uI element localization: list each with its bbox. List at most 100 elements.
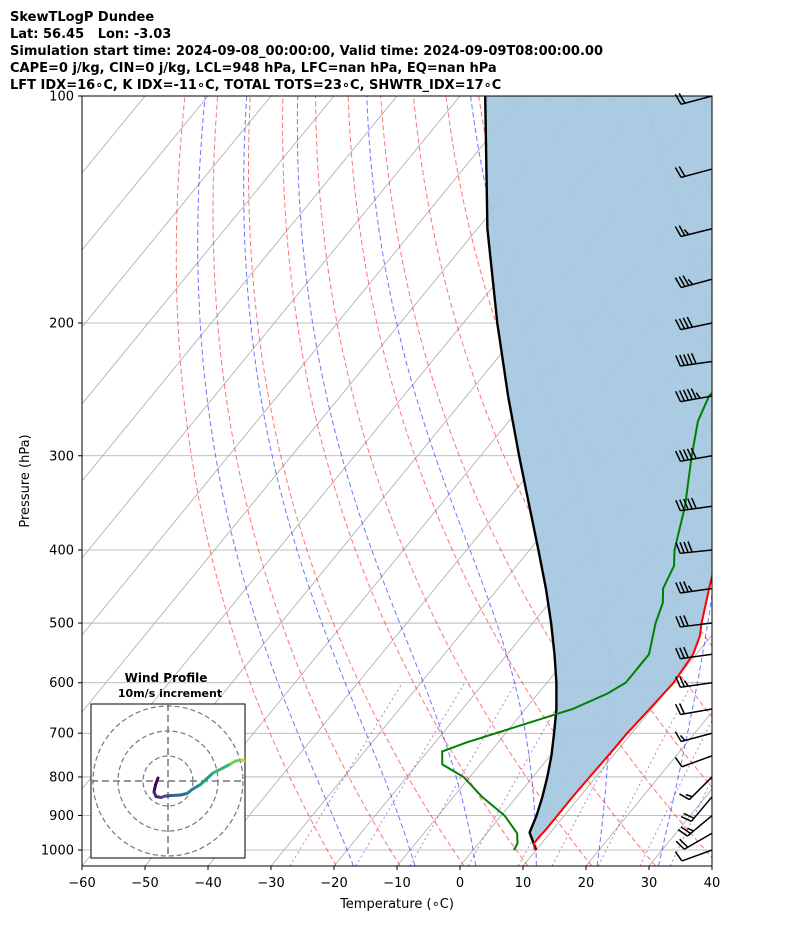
mixing-ratio-line xyxy=(409,682,517,866)
wind-barb xyxy=(679,776,713,801)
isotherm xyxy=(82,96,398,482)
barb-flag xyxy=(687,585,693,592)
barb-flag xyxy=(678,390,686,402)
hodograph-subtitle: 10m/s increment xyxy=(118,687,222,700)
barb-flag xyxy=(680,815,692,822)
hodograph-inset: Wind Profile 10m/s increment xyxy=(90,671,257,859)
barb-flag xyxy=(683,498,689,510)
barb-flag xyxy=(678,703,686,715)
wind-barb xyxy=(674,731,713,743)
barb-flag xyxy=(679,581,685,593)
dry-adiabat xyxy=(281,96,529,866)
barb-flag xyxy=(683,354,689,366)
wind-barb xyxy=(674,275,713,289)
wind-barb xyxy=(675,353,713,367)
wind-barb xyxy=(674,388,713,403)
dry-adiabat xyxy=(248,96,465,866)
barb-staff xyxy=(681,849,713,862)
dewpoint-line xyxy=(441,391,712,851)
wind-barb xyxy=(674,316,713,331)
parcel-temperature-shading xyxy=(485,96,712,850)
hodograph-trace-segment xyxy=(254,764,257,766)
hodograph-trace-segment xyxy=(249,762,254,764)
chart-header: SkewTLogP Dundee Lat: 56.45 Lon: -3.03 S… xyxy=(10,9,603,94)
barb-flag xyxy=(683,646,689,658)
x-tick-label: −40 xyxy=(194,876,221,891)
barb-flag xyxy=(686,388,693,400)
isotherm xyxy=(711,865,712,866)
barb-flag xyxy=(683,812,695,819)
barb-flag xyxy=(675,647,682,659)
barb-staff xyxy=(680,549,713,555)
hodograph-title: Wind Profile xyxy=(125,671,208,685)
barb-flag xyxy=(678,318,686,330)
x-tick-label: 0 xyxy=(456,876,464,891)
isotherm xyxy=(775,96,794,866)
isotherm xyxy=(396,480,712,866)
moist-adiabat xyxy=(643,96,712,866)
wind-barb xyxy=(675,675,713,688)
y-tick-label: 600 xyxy=(49,676,74,691)
wind-barb xyxy=(675,832,713,850)
hodograph-trace-segment xyxy=(211,767,224,775)
barb-flag xyxy=(683,680,689,687)
wind-barb xyxy=(674,703,713,716)
barb-staff xyxy=(680,653,713,660)
barb-staff xyxy=(680,682,713,688)
barb-staff xyxy=(680,168,713,179)
barb-flag xyxy=(675,499,682,511)
barb-staff xyxy=(690,796,713,822)
barb-staff xyxy=(687,814,713,837)
wind-barb xyxy=(674,166,713,179)
moist-adiabat xyxy=(243,96,416,866)
header-line-indices: LFT IDX=16∘C, K IDX=-11∘C, TOTAL TOTS=23… xyxy=(10,78,502,93)
x-tick-label: −20 xyxy=(320,876,347,891)
barb-flag xyxy=(678,449,686,461)
barb-staff xyxy=(680,708,713,716)
barb-flag xyxy=(682,449,690,461)
barb-staff xyxy=(681,755,713,768)
wind-barb xyxy=(675,497,713,512)
barb-flag xyxy=(679,615,685,627)
y-tick-label: 700 xyxy=(49,727,74,742)
y-tick-label: 1000 xyxy=(41,844,74,859)
barb-staff xyxy=(680,395,713,403)
mixing-ratio-line xyxy=(467,682,571,866)
barb-flag xyxy=(690,353,697,365)
x-axis-label: Temperature (∘C) xyxy=(339,897,454,912)
header-line-cape: CAPE=0 j/kg, CIN=0 j/kg, LCL=948 hPa, LF… xyxy=(10,61,497,76)
x-tick-label: 30 xyxy=(641,876,658,891)
barb-flag xyxy=(674,167,682,178)
sounding-profiles xyxy=(441,96,712,851)
barb-flag xyxy=(695,392,701,399)
wind-barb xyxy=(674,225,713,238)
barb-staff xyxy=(680,622,713,628)
barb-flag xyxy=(674,277,682,288)
wind-barb xyxy=(675,581,713,594)
barb-flag xyxy=(678,225,686,236)
barb-flag xyxy=(675,676,682,688)
y-axis-label: Pressure (hPa) xyxy=(18,434,33,527)
barb-flag xyxy=(683,228,690,236)
isotherm xyxy=(585,711,712,866)
x-tick-label: −60 xyxy=(68,876,95,891)
x-tick-label: −50 xyxy=(131,876,158,891)
barb-flag xyxy=(674,390,682,402)
barb-staff xyxy=(680,732,713,743)
barb-staff xyxy=(680,228,713,238)
barb-flag xyxy=(682,389,690,401)
barb-flag xyxy=(675,542,681,554)
barb-flag xyxy=(690,447,697,459)
barb-flag xyxy=(678,166,686,177)
wind-barb xyxy=(674,849,713,862)
barb-flag xyxy=(679,354,685,366)
barb-flag xyxy=(679,838,689,848)
barb-flag xyxy=(679,541,685,554)
barb-staff xyxy=(688,776,713,801)
barb-flag xyxy=(675,840,685,850)
y-tick-label: 300 xyxy=(49,449,74,464)
barb-flag xyxy=(679,647,685,659)
barb-flag xyxy=(678,93,686,104)
isotherm xyxy=(82,96,335,405)
y-tick-label: 100 xyxy=(49,90,74,105)
